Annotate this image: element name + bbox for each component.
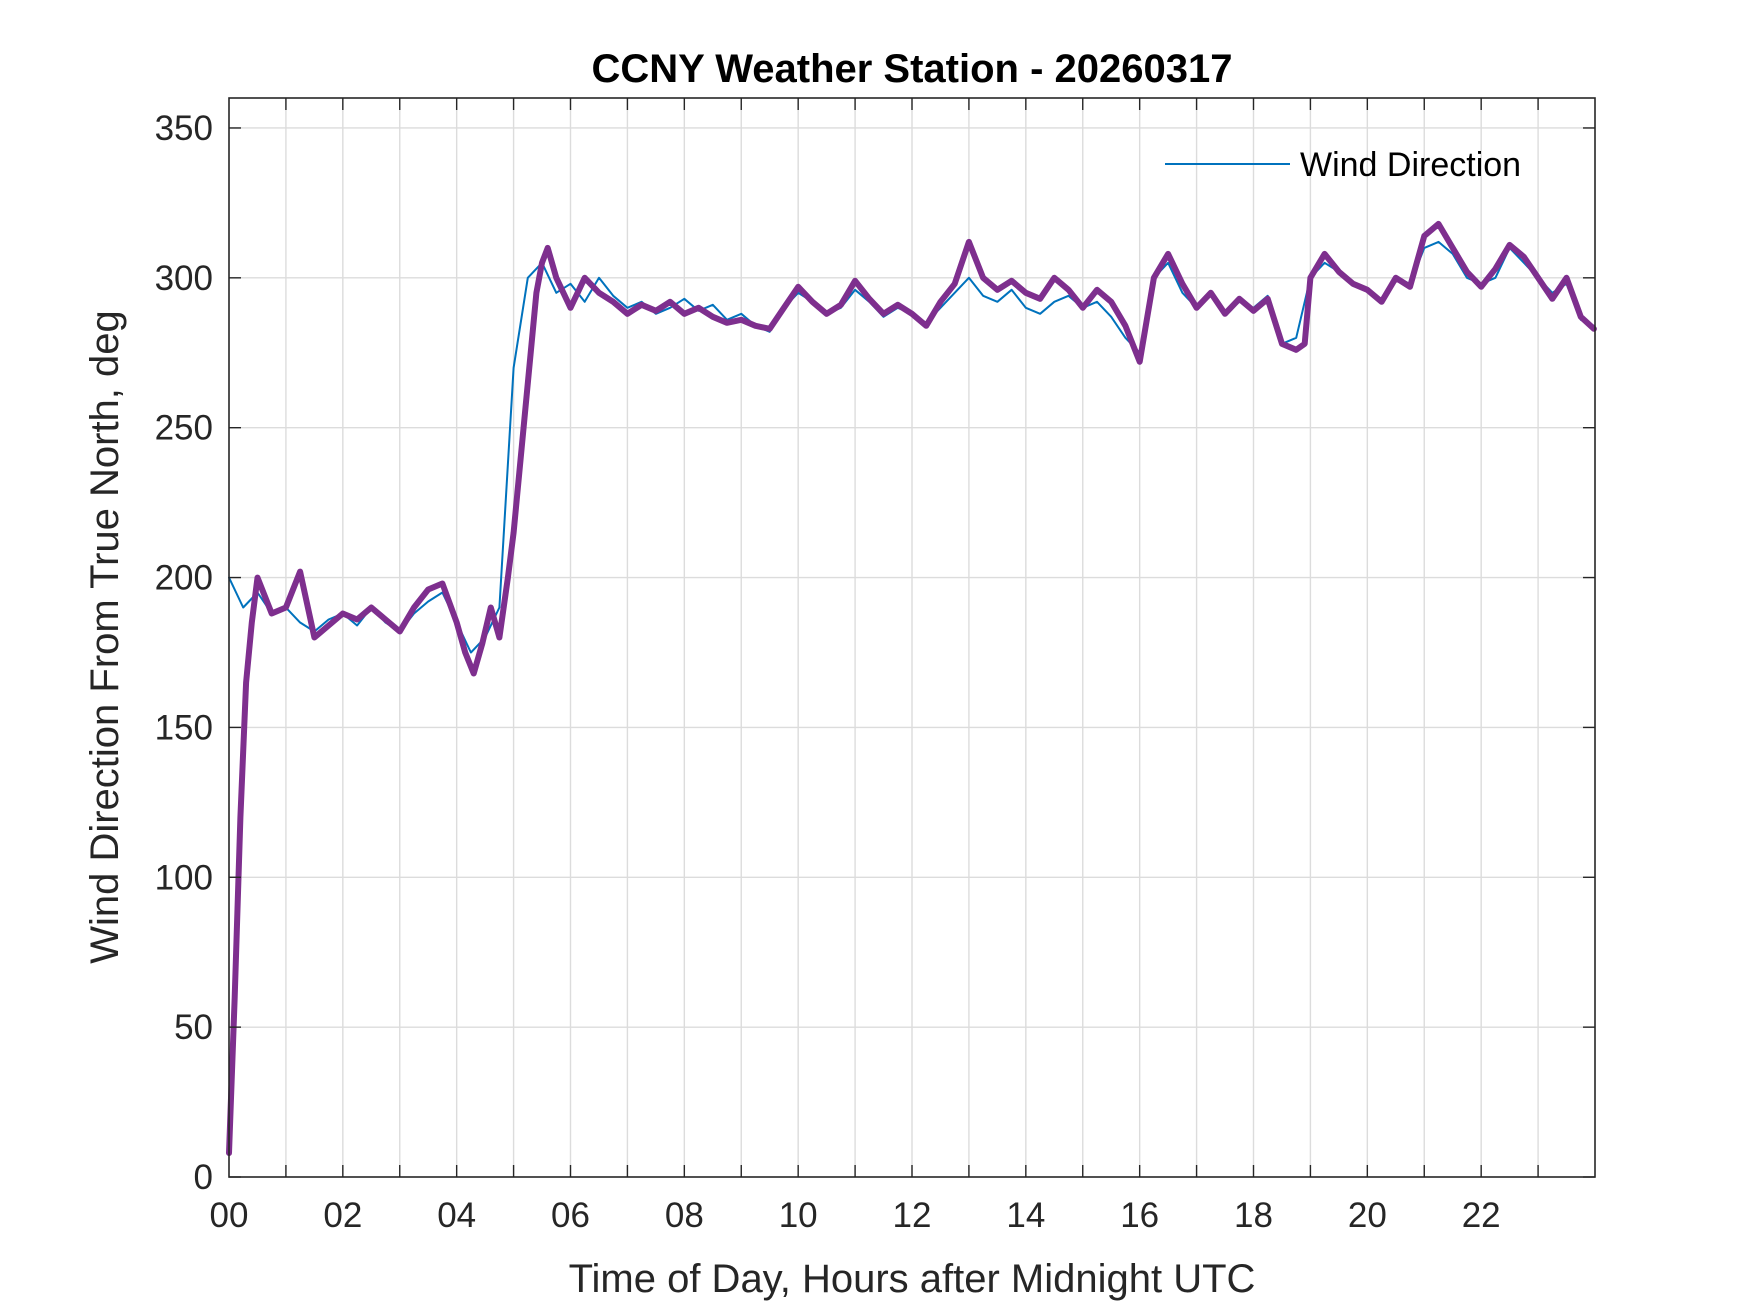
series-smoothed-wind-direction	[226, 220, 1597, 1156]
y-tick-label: 200	[155, 559, 213, 598]
x-tick-label: 00	[210, 1196, 249, 1235]
x-tick-label: 12	[893, 1196, 932, 1235]
x-tick-label: 08	[665, 1196, 704, 1235]
y-tick-label: 100	[155, 858, 213, 897]
y-tick-label: 50	[174, 1008, 213, 1047]
y-tick-label: 150	[155, 708, 213, 747]
x-tick-label: 22	[1462, 1196, 1501, 1235]
x-tick-label: 18	[1234, 1196, 1273, 1235]
legend: Wind Direction	[1165, 146, 1521, 184]
y-tick-label: 350	[155, 109, 213, 148]
x-tick-label: 20	[1348, 1196, 1387, 1235]
x-axis-label: Time of Day, Hours after Midnight UTC	[569, 1257, 1256, 1301]
series-layer	[226, 220, 1597, 1156]
y-tick-label: 250	[155, 409, 213, 448]
y-tick-label: 300	[155, 259, 213, 298]
y-tick-label: 0	[194, 1158, 213, 1197]
chart-title: CCNY Weather Station - 20260317	[592, 47, 1233, 91]
x-tick-label: 06	[551, 1196, 590, 1235]
grid	[229, 98, 1595, 1177]
legend-label-wind-direction: Wind Direction	[1300, 146, 1521, 184]
x-tick-label: 10	[779, 1196, 818, 1235]
x-tick-label: 04	[437, 1196, 476, 1235]
x-tick-label: 14	[1006, 1196, 1045, 1235]
y-axis-label: Wind Direction From True North, deg	[83, 310, 127, 964]
x-tick-label: 02	[323, 1196, 362, 1235]
ticks	[229, 98, 1595, 1178]
tick-labels: 00 02 04 06 08 10 12 14 16 18 20 22 0 50 100 150 200 250 3…	[155, 109, 1501, 1235]
x-tick-label: 16	[1120, 1196, 1159, 1235]
